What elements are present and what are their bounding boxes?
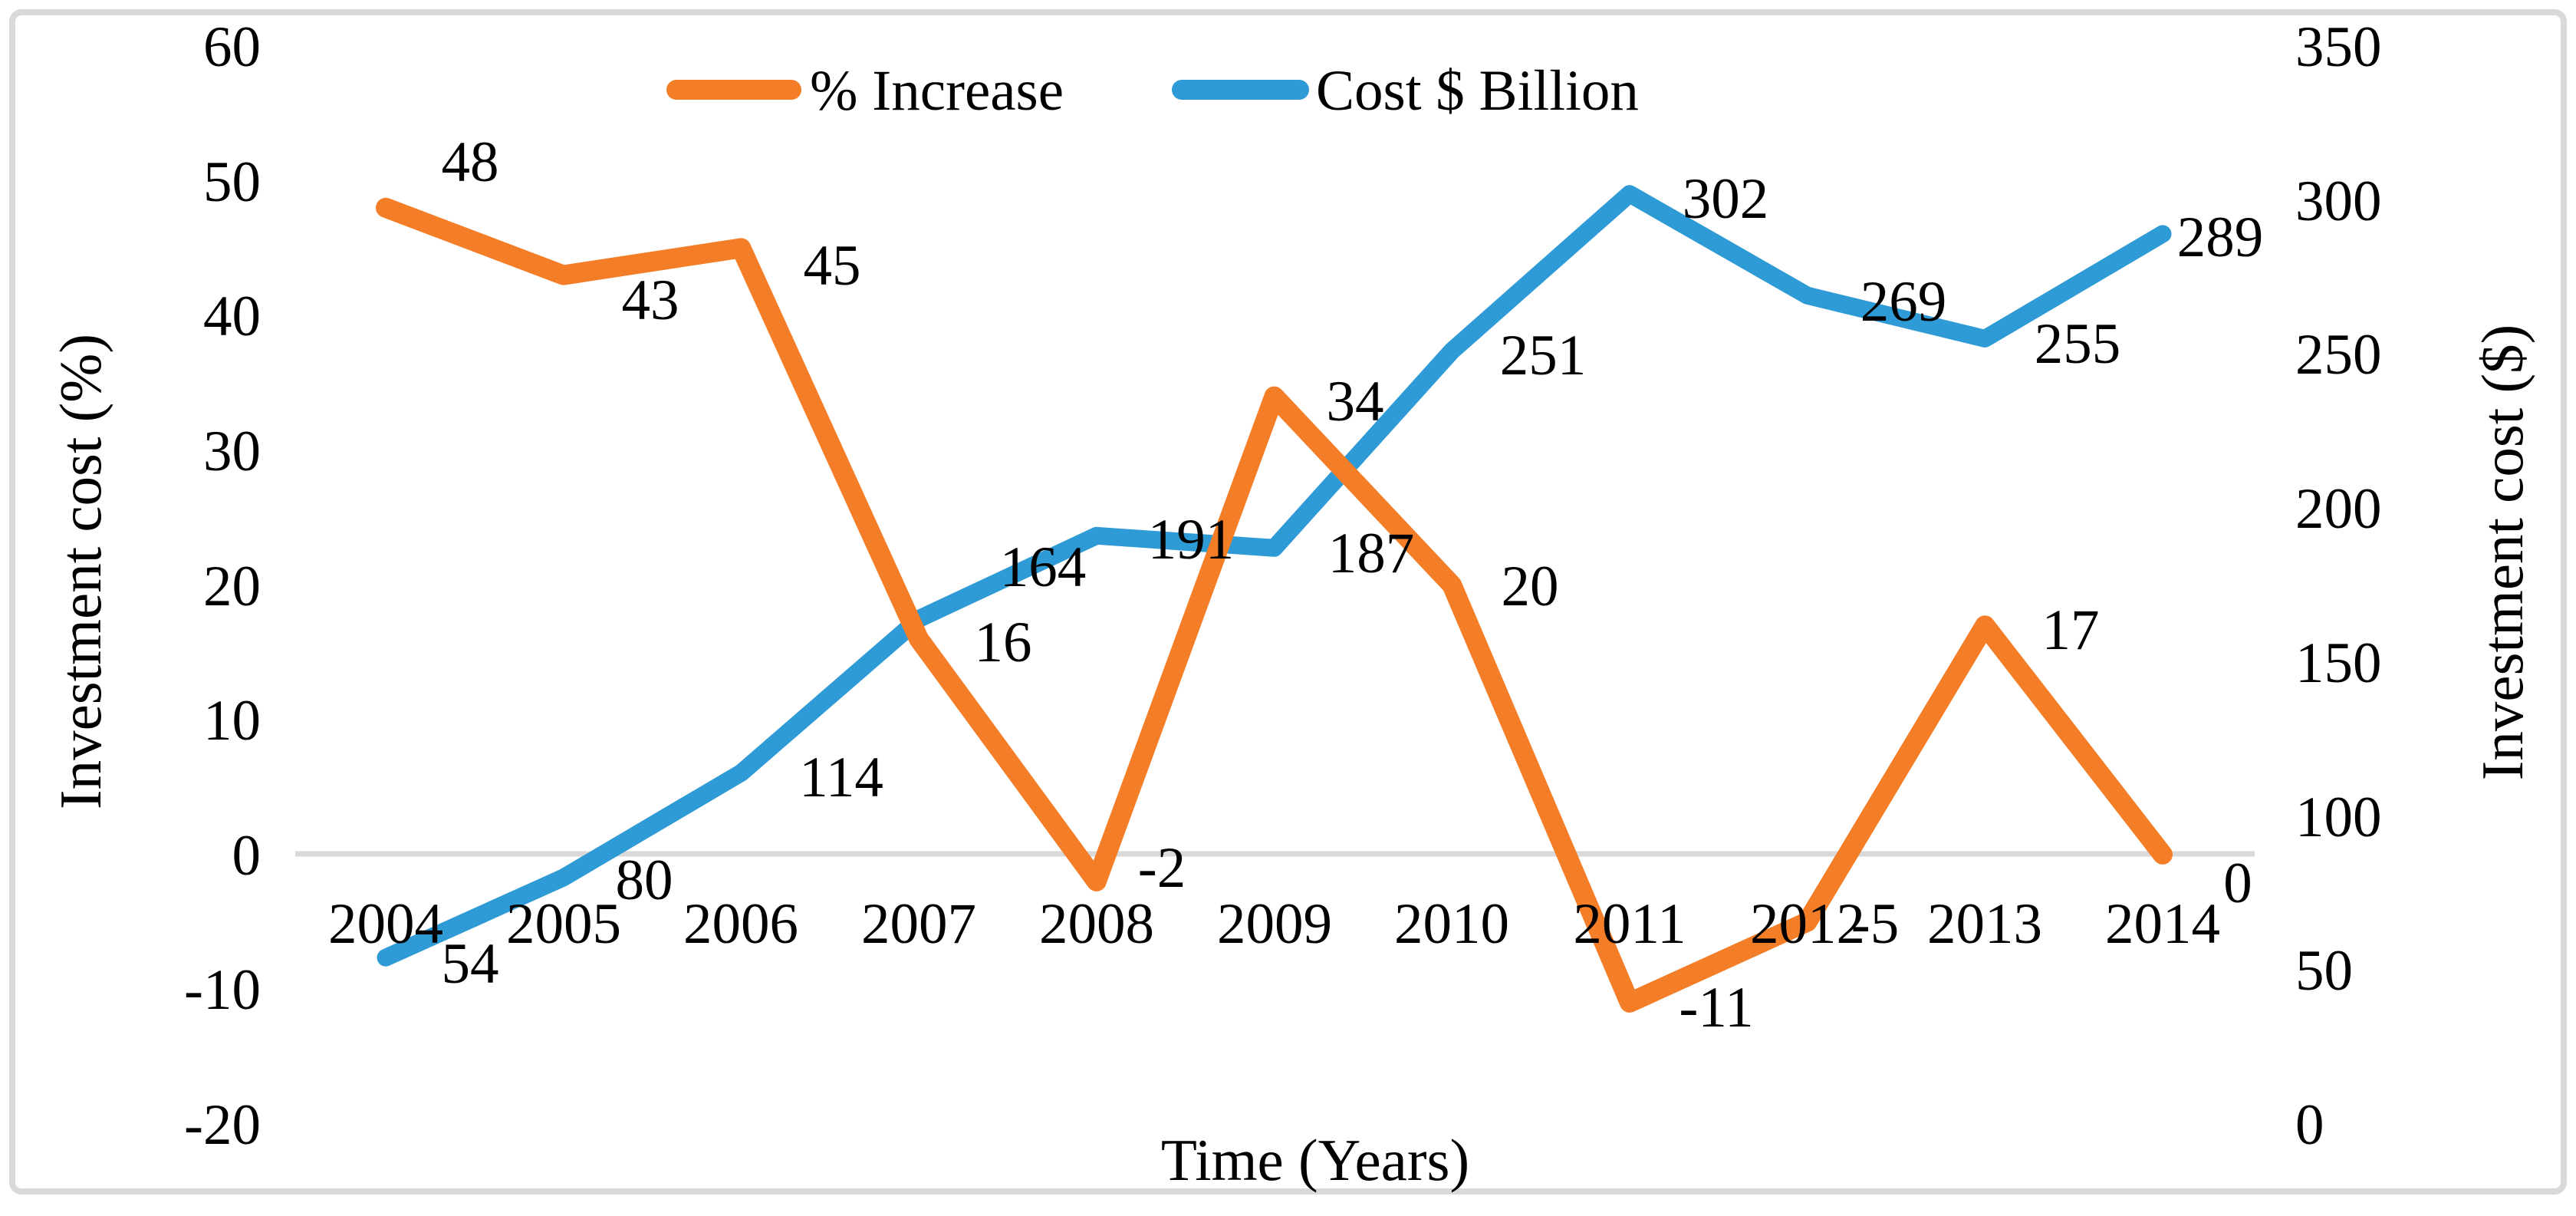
series-line-cost-billion [377,185,2172,967]
data-label-cost-2006: 114 [799,746,883,809]
figure-border [9,9,2567,1195]
right-axis-tick: 300 [2295,170,2382,233]
x-axis-label-2008: 2008 [1039,892,1154,956]
x-axis-title: Time (Years) [1161,1127,1469,1193]
legend-label-pct-increase: % Increase [810,59,1064,123]
data-label-cost-2010: 251 [1500,324,1587,387]
right-axis-tick: 200 [2295,477,2382,541]
left-axis-tick: 0 [232,824,262,888]
data-label-cost-2012: 269 [1860,270,1947,334]
series-line-pct-increase [376,197,2173,1013]
data-label-cost-2014: 289 [2177,206,2264,269]
data-label-cost-2004: 54 [442,932,499,996]
data-label-pct-2007: 16 [975,611,1032,674]
data-label-cost-2008: 191 [1148,508,1235,572]
right-axis-title: Investment cost ($) [2469,325,2535,780]
right-axis-tick: 150 [2295,631,2382,695]
x-axis-label-2011: 2011 [1573,892,1686,956]
data-label-pct-2006: 45 [804,234,861,298]
right-axis-tick: 50 [2295,939,2353,1003]
left-axis-tick: -10 [184,958,261,1022]
data-label-cost-2005: 80 [616,849,673,912]
x-axis-label-2006: 2006 [683,892,798,956]
left-axis-tick: 10 [203,689,261,753]
data-label-pct-2010: 20 [1502,555,1559,618]
legend-label-cost-billion: Cost $ Billion [1316,59,1639,123]
data-label-cost-2011: 302 [1683,167,1769,231]
data-label-pct-2013: 17 [2042,598,2100,662]
data-label-pct-2009: 34 [1327,370,1384,433]
x-axis-label-2005: 2005 [506,892,621,956]
data-label-cost-2007: 164 [1000,536,1087,599]
left-axis-tick: 50 [203,150,261,214]
left-axis-tick: 30 [203,420,261,483]
left-axis-tick: 60 [203,15,261,79]
x-axis-label-2004: 2004 [328,892,443,956]
x-axis-label-2009: 2009 [1217,892,1332,956]
x-axis-label-2007: 2007 [861,892,976,956]
data-label-pct-2008: -2 [1138,836,1186,900]
right-axis-tick: 0 [2295,1093,2324,1157]
x-axis-label-2013: 2013 [1927,892,2042,956]
x-axis-label-2014: 2014 [2105,892,2220,956]
data-label-cost-2009: 187 [1328,522,1415,585]
left-axis-title: Investment cost (%) [48,334,114,809]
data-label-pct-2014: 0 [2223,852,2252,915]
left-axis-tick: -20 [184,1093,261,1157]
left-axis-tick: 40 [203,285,261,348]
right-axis-tick: 100 [2295,786,2382,849]
data-label-pct-2011: -11 [1679,976,1753,1040]
data-label-pct-2012: -5 [1851,892,1899,956]
left-axis-tick: 20 [203,555,261,618]
x-axis-label-2012: 2012 [1750,892,1865,956]
right-axis-tick: 250 [2295,323,2382,387]
data-label-pct-2004: 48 [442,130,499,194]
data-label-cost-2013: 255 [2035,312,2121,376]
x-axis-label-2010: 2010 [1394,892,1509,956]
data-label-pct-2005: 43 [622,269,679,332]
right-axis-tick: 350 [2295,15,2382,79]
